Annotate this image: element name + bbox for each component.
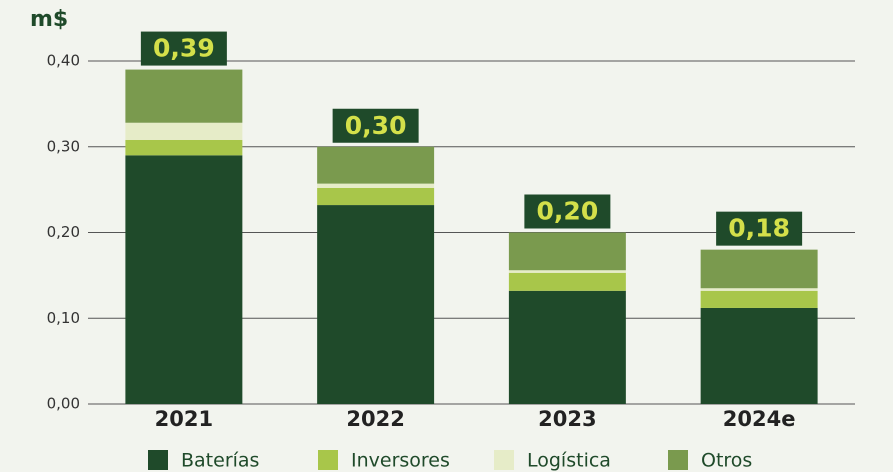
- bar-segment: [317, 187, 435, 206]
- y-tick-label: 0,30: [47, 137, 80, 155]
- total-label-box: [524, 194, 611, 229]
- total-label-box: [332, 108, 419, 143]
- bar-segment: [508, 290, 626, 404]
- bar-segment: [700, 288, 818, 291]
- bar-segment: [508, 270, 626, 273]
- legend-swatch: [494, 450, 514, 470]
- y-axis-label: m$: [30, 7, 68, 32]
- total-label: 0,39: [153, 34, 215, 63]
- legend-swatch: [318, 450, 338, 470]
- legend-swatch: [148, 450, 168, 470]
- legend-label: Otros: [701, 450, 752, 472]
- total-label: 0,20: [537, 197, 599, 226]
- bar-segment: [317, 146, 435, 184]
- x-tick-label: 2024e: [723, 407, 796, 431]
- total-label-box: [716, 211, 803, 246]
- y-tick-label: 0,00: [47, 395, 80, 413]
- bar-segment: [125, 122, 243, 140]
- total-label-box: [140, 31, 227, 66]
- bar-segment: [508, 232, 626, 271]
- bar-segment: [700, 307, 818, 404]
- x-tick-label: 2023: [538, 407, 596, 431]
- bar-segment: [317, 205, 435, 404]
- bar-segment: [508, 272, 626, 291]
- bar-segment: [125, 139, 243, 156]
- total-label: 0,18: [728, 214, 790, 243]
- bar-segment: [700, 290, 818, 308]
- bar-segment: [125, 155, 243, 404]
- y-tick-label: 0,20: [47, 223, 80, 241]
- legend-label: Logística: [527, 450, 611, 472]
- legend-swatch: [668, 450, 688, 470]
- y-tick-label: 0,40: [47, 52, 80, 70]
- total-label: 0,30: [345, 111, 407, 140]
- x-tick-label: 2021: [155, 407, 213, 431]
- bar-segment: [700, 249, 818, 289]
- y-tick-label: 0,10: [47, 309, 80, 327]
- legend-label: Inversores: [351, 450, 450, 472]
- bar-segment: [317, 183, 435, 188]
- legend-label: Baterías: [181, 450, 259, 472]
- x-tick-label: 2022: [346, 407, 404, 431]
- bar-segment: [125, 69, 243, 123]
